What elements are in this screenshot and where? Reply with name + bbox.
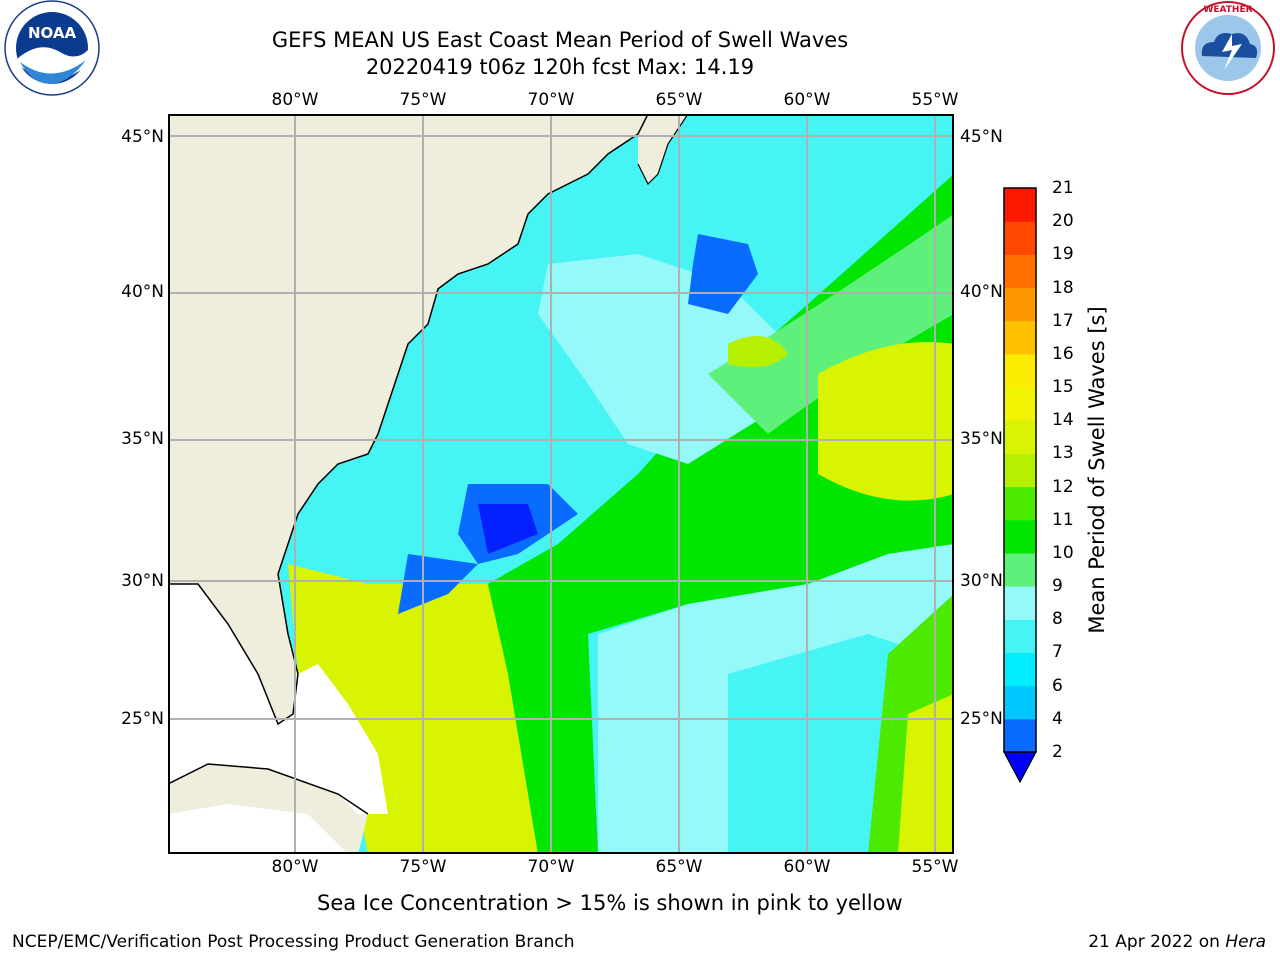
- coastline-cuba: [168, 763, 369, 815]
- colorbar-frame: [1003, 187, 1037, 753]
- lat-label-right: 35°N: [960, 429, 1003, 449]
- lon-label-top: 75°W: [399, 90, 447, 110]
- lon-label-top: 55°W: [911, 90, 959, 110]
- colorbar-tick-label: 13: [1052, 443, 1074, 464]
- swell-region-blue-southwest: [398, 554, 478, 614]
- colorbar: [1003, 187, 1037, 784]
- lat-label-left: 40°N: [121, 282, 164, 302]
- colorbar-bin: [1004, 221, 1036, 255]
- colorbar-tick-label: 10: [1052, 542, 1074, 563]
- lon-label-bottom: 55°W: [911, 857, 959, 877]
- colorbar-tick-label: 4: [1052, 708, 1063, 729]
- colorbar-bin: [1004, 387, 1036, 421]
- swell-region-yellow-east: [818, 342, 954, 501]
- lat-label-left: 45°N: [121, 127, 164, 147]
- sea-ice-note: Sea Ice Concentration > 15% is shown in …: [317, 891, 903, 915]
- swell-region-yellow-south: [288, 564, 538, 854]
- lat-label-right: 25°N: [960, 709, 1003, 729]
- lon-label-bottom: 75°W: [399, 857, 447, 877]
- colorbar-tick-label: 21: [1052, 178, 1074, 198]
- colorbar-tick-label: 20: [1052, 211, 1074, 232]
- colorbar-tick-label: 16: [1052, 343, 1074, 364]
- map-frame: [168, 114, 954, 854]
- swell-region-darkblue-center: [478, 504, 538, 554]
- lon-label-bottom: 80°W: [271, 857, 319, 877]
- colorbar-bin: [1004, 519, 1036, 554]
- colorbar-tick-label: 7: [1052, 642, 1063, 663]
- colorbar-bin: [1004, 586, 1036, 620]
- no-data-cuba-south: [168, 804, 348, 854]
- footer-date-text: 21 Apr 2022 on: [1088, 932, 1226, 952]
- colorbar-tick-label: 14: [1052, 410, 1074, 431]
- lat-label-right: 30°N: [960, 571, 1003, 591]
- lon-label-top: 60°W: [783, 90, 831, 110]
- lat-label-right: 40°N: [960, 282, 1003, 302]
- land-nova-scotia: [638, 114, 688, 184]
- lon-label-top: 70°W: [527, 90, 575, 110]
- colorbar-tick-label: 6: [1052, 675, 1063, 696]
- colorbar-tick-label: 8: [1052, 609, 1063, 630]
- colorbar-tick-label: 12: [1052, 476, 1074, 497]
- lat-label-left: 35°N: [121, 429, 164, 449]
- nws-logo-icon: WEATHER: [1181, 1, 1275, 95]
- svg-text:WEATHER: WEATHER: [1203, 5, 1252, 15]
- colorbar-bin: [1004, 320, 1036, 355]
- lon-label-bottom: 70°W: [527, 857, 575, 877]
- colorbar-tick-label: 17: [1052, 310, 1074, 331]
- noaa-logo-icon: NOAA: [4, 0, 100, 96]
- map-title: GEFS MEAN US East Coast Mean Period of S…: [271, 28, 849, 52]
- swell-region-yellow-blob: [728, 336, 788, 368]
- coastline-nova-scotia: [637, 114, 689, 186]
- footer-date: 21 Apr 2022 on Hera: [1088, 932, 1266, 952]
- colorbar-tick-label: 9: [1052, 576, 1063, 597]
- no-data-gulf: [168, 584, 388, 814]
- colorbar-bin: [1004, 420, 1036, 454]
- colorbar-bin: [1004, 188, 1036, 222]
- colorbar-under-triangle: [1003, 751, 1037, 784]
- colorbar-bin: [1004, 254, 1036, 289]
- svg-text:NOAA: NOAA: [28, 24, 77, 42]
- colorbar-bin: [1004, 718, 1036, 753]
- swell-region-yellow-southeast: [898, 694, 954, 854]
- colorbar-bin: [1004, 619, 1036, 653]
- colorbar-bin: [1004, 353, 1036, 388]
- lat-label-left: 25°N: [121, 709, 164, 729]
- colorbar-bin: [1004, 486, 1036, 521]
- colorbar-bin: [1004, 287, 1036, 322]
- footer-credit: NCEP/EMC/Verification Post Processing Pr…: [12, 932, 575, 952]
- colorbar-bin: [1004, 453, 1036, 488]
- lat-label-right: 45°N: [960, 127, 1003, 147]
- colorbar-tick-label: 2: [1052, 742, 1063, 762]
- lon-label-bottom: 65°W: [655, 857, 703, 877]
- footer-host: Hera: [1225, 932, 1266, 952]
- map-subtitle: 20220419 t06z 120h fcst Max: 14.19: [365, 55, 755, 79]
- lat-label-left: 30°N: [121, 571, 164, 591]
- swell-period-map: [168, 114, 954, 854]
- colorbar-title: Mean Period of Swell Waves [s]: [1085, 306, 1109, 634]
- colorbar-tick-label: 15: [1052, 377, 1074, 398]
- colorbar-bin: [1004, 652, 1036, 687]
- map-gridlines: [168, 114, 954, 854]
- lon-label-top: 65°W: [655, 90, 703, 110]
- swell-region-green-ridge: [708, 214, 954, 434]
- colorbar-tick-label: 19: [1052, 244, 1074, 265]
- lon-label-bottom: 60°W: [783, 857, 831, 877]
- land-us-east-coast: [168, 114, 648, 724]
- colorbar-tick-label: 18: [1052, 277, 1074, 298]
- lon-label-top: 80°W: [271, 90, 319, 110]
- colorbar-bin: [1004, 552, 1036, 587]
- swell-region-green-south: [488, 544, 598, 854]
- colorbar-bin: [1004, 685, 1036, 720]
- coastline: [168, 114, 649, 726]
- colorbar-tick-label: 11: [1052, 509, 1074, 530]
